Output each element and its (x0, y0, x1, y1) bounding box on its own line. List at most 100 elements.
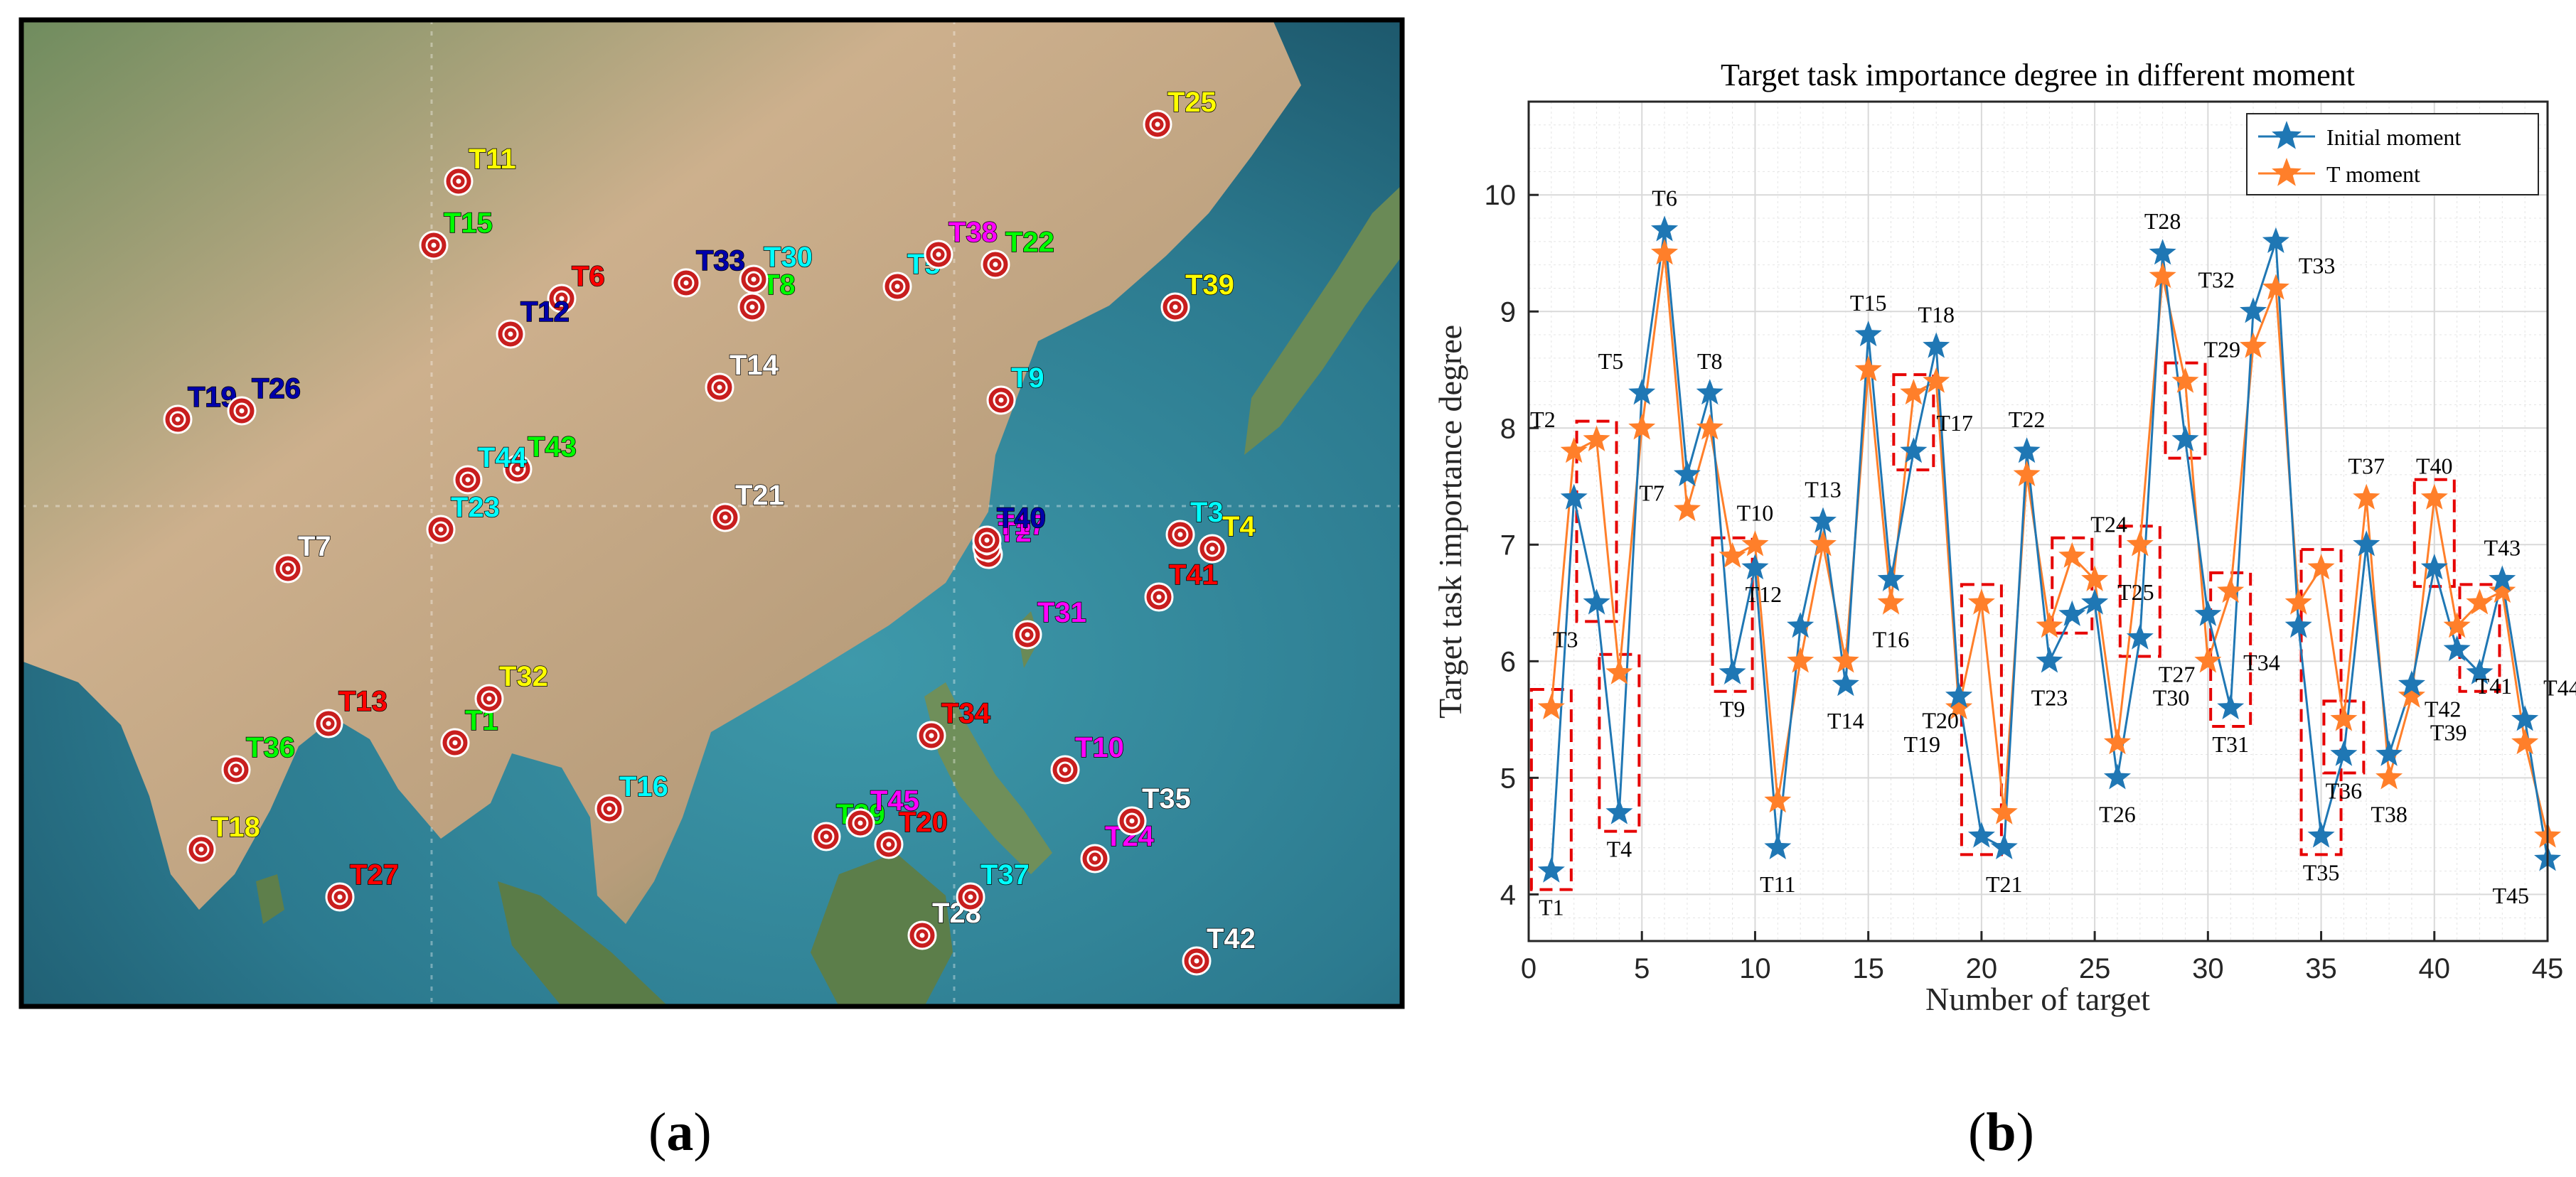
map-target-t39[interactable]: T39 (1160, 269, 1235, 322)
map-target-t38[interactable]: T38 (924, 216, 998, 269)
map-target-t44[interactable]: T44 (453, 441, 528, 495)
data-point-t-moment (2013, 460, 2041, 487)
map-target-t22[interactable]: T22 (980, 226, 1055, 279)
map-target-inner (425, 237, 442, 254)
caption-a-letter: a (666, 1102, 694, 1162)
y-tick-label: 8 (1500, 413, 1516, 444)
map-target-t42[interactable]: T42 (1182, 923, 1256, 976)
highlight-box (2164, 361, 2207, 460)
map-target-t8[interactable]: T8 (737, 269, 796, 322)
point-label: T40 (2416, 453, 2453, 479)
map-target-inner (717, 509, 734, 526)
map-target-dot (337, 894, 343, 900)
x-tick-label: 0 (1521, 953, 1536, 984)
data-point-t-moment (2353, 483, 2380, 510)
point-label: T12 (1746, 581, 1783, 607)
caption-b-letter: b (1986, 1102, 2016, 1162)
chart-panel: T1T2T3T4T5T6T7T8T9T10T11T12T13T14T15T16T… (1432, 58, 2576, 1017)
map-target-dot (465, 477, 471, 483)
map-target-t10[interactable]: T10 (1050, 731, 1125, 785)
map-target-t25[interactable]: T25 (1143, 86, 1217, 139)
map-target-t11[interactable]: T11 (444, 143, 516, 196)
point-label: T8 (1697, 348, 1723, 374)
point-label: T15 (1850, 290, 1887, 316)
map-target-t16[interactable]: T16 (594, 770, 669, 824)
highlight-box (2412, 478, 2456, 588)
map-target-t23[interactable]: T23 (426, 491, 501, 544)
map-target-t3[interactable]: T3 (1165, 496, 1224, 549)
data-point-t-moment (2103, 729, 2131, 755)
x-tick-label: 35 (2305, 953, 2337, 984)
data-point-t-moment (2149, 262, 2176, 289)
highlight-box (2322, 699, 2366, 775)
map-target-t12[interactable]: T12 (496, 296, 570, 349)
point-label: T26 (2099, 801, 2136, 827)
map-target-inner (233, 402, 250, 419)
map-target-dot (968, 894, 973, 900)
map-target-t43[interactable]: T43 (503, 431, 577, 484)
map-target-t27[interactable]: T27 (325, 859, 400, 912)
map-target-t14[interactable]: T14 (705, 349, 779, 402)
data-point-initial (2353, 530, 2380, 557)
map-target-dot (749, 304, 755, 310)
point-label: T18 (1918, 301, 1955, 327)
data-point-initial (1854, 321, 1882, 347)
highlight-box (2458, 583, 2501, 693)
highlight-box (1575, 419, 1618, 623)
map-target-dot (857, 820, 863, 826)
map-target-label: T11 (469, 144, 516, 175)
point-label: T41 (2476, 673, 2513, 699)
map-target-t17[interactable]: T17 (972, 509, 1047, 562)
map-target-t45[interactable]: T45 (845, 785, 920, 838)
map-target-dot (1155, 122, 1160, 127)
map-land-sumatra (498, 881, 668, 1006)
map-target-dot (326, 721, 331, 726)
map-target-t36[interactable]: T36 (221, 731, 296, 785)
map-target-t34[interactable]: T34 (916, 697, 991, 751)
plot-frame (1527, 100, 2549, 942)
map-target-t26[interactable]: T26 (227, 372, 301, 426)
map-target-dot (285, 566, 291, 571)
map-target-inner (914, 927, 931, 944)
map-target-label: T13 (338, 686, 388, 717)
map-target-dot (1025, 632, 1030, 638)
map-target-t35[interactable]: T35 (1117, 783, 1192, 836)
map-target-t20[interactable]: T20 (874, 806, 948, 859)
y-tick-label: 6 (1500, 646, 1516, 677)
map-target-inner (432, 521, 449, 538)
map-target-t33[interactable]: T33 (671, 244, 746, 298)
map-target-inner (1057, 761, 1074, 778)
map-target-inner (745, 271, 762, 288)
map-target-t37[interactable]: T37 (956, 859, 1030, 912)
map-target-t4[interactable]: T4 (1197, 510, 1256, 564)
point-label: T10 (1737, 500, 1774, 525)
legend-label-t-moment: T moment (2326, 161, 2420, 187)
map-target-inner (450, 173, 467, 190)
map-target-label: T45 (870, 785, 919, 817)
map-target-t21[interactable]: T21 (710, 479, 785, 532)
data-point-initial (1945, 682, 1973, 708)
data-point-t-moment (2126, 530, 2154, 557)
y-tick-label: 7 (1500, 530, 1516, 561)
highlight-box (1711, 536, 1754, 693)
map-target-inner (962, 888, 979, 905)
map-target-t18[interactable]: T18 (186, 811, 261, 864)
map-target-t32[interactable]: T32 (474, 660, 549, 714)
map-target-inner (711, 379, 728, 396)
legend: Initial moment T moment (2246, 113, 2539, 195)
map-target-t9[interactable]: T9 (986, 362, 1044, 415)
map-target-inner (880, 836, 897, 853)
map-target-t40[interactable]: T40 (972, 502, 1047, 555)
map-target-t31[interactable]: T31 (1012, 596, 1087, 650)
map-target-label: T38 (948, 217, 998, 248)
map-target-t7[interactable]: T7 (273, 530, 331, 584)
map-target-t30[interactable]: T30 (739, 241, 813, 294)
map-target-t41[interactable]: T41 (1144, 559, 1219, 612)
data-point-initial (2240, 297, 2267, 323)
map-target-t6[interactable]: T6 (547, 260, 605, 313)
point-label: T24 (2090, 512, 2127, 537)
point-label: T39 (2430, 720, 2467, 746)
map-target-t15[interactable]: T15 (419, 207, 493, 260)
map-target-t13[interactable]: T13 (314, 685, 388, 738)
map-target-label: T26 (252, 373, 301, 404)
